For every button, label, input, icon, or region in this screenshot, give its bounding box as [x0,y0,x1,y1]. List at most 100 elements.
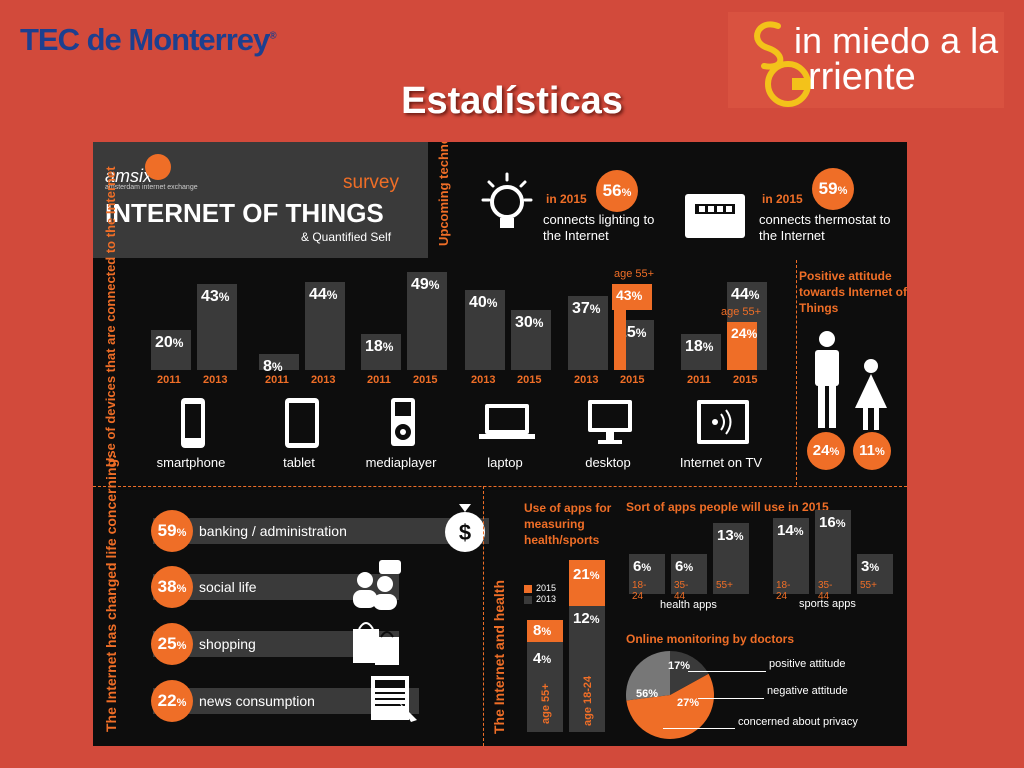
device-extra-label: age 55+ [614,268,655,280]
sports-app-value: 3% [861,558,880,575]
age1824-2013-bar [569,606,605,732]
age55-2013-bar [527,642,563,732]
health-label: The Internet and health [491,579,507,734]
age55-2015-bar [527,620,563,642]
device-bar-1 [568,296,608,370]
device-value-age55: 24% [731,325,758,341]
life-item-pct-badge: 25% [151,623,193,665]
privacy-leader [663,728,735,729]
title-panel: amsix amsterdam internet exchange survey… [93,142,428,258]
section-divider [93,486,907,487]
device-bar-1 [361,334,401,370]
device-year-2: 2015 [517,374,542,386]
thermostat-icon [685,194,745,238]
privacy-label: concerned about privacy [738,716,858,728]
health-app-value: 6% [675,557,694,575]
device-name: desktop [585,455,631,470]
health-divider [483,486,484,746]
iot-infographic: amsix amsterdam internet exchange survey… [93,142,907,746]
age1824-label: age 18-24 [582,675,594,726]
thermostat-text: connects thermostat to the Internet [759,212,891,243]
desktop-icon [588,400,632,444]
device-year-2: 2015 [413,374,438,386]
sin-miedo-logo: in miedo a la rriente [728,12,1004,108]
monitoring-label: Online monitoring by doctors [626,632,794,646]
age55-label: age 55+ [540,683,552,724]
positive-attitude-label: positive attitude [769,658,846,670]
infographic-subtitle: & Quantified Self [301,230,392,244]
sort-apps-label: Sort of apps people will use in 2015 [626,500,829,514]
newspaper-icon [371,676,417,722]
health-app-bar [671,553,707,594]
device-value-2: 43% [201,288,230,305]
health-app-bar [713,522,749,594]
device-bar-2 [407,272,447,370]
lightbulb-icon [481,172,533,228]
plug-swirl-icon [754,21,814,107]
people-chat-icon [353,560,401,610]
male-pct-badge: 24% [807,432,845,470]
attitude-divider [796,260,797,485]
device-bar-1 [259,354,299,370]
laptop-icon [479,404,535,439]
positive-leader [688,671,766,672]
device-value-2: 44% [731,286,760,303]
device-value-1: 18% [365,338,394,355]
monitoring-pie [626,651,714,739]
female-pct-badge: 11% [853,432,891,470]
female-figure-icon [855,359,887,430]
device-value-1: 37% [572,300,601,317]
device-year-1: 2013 [471,374,496,386]
negative-attitude-label: negative attitude [767,685,848,697]
device-year-1: 2011 [367,374,391,386]
money-bag-icon: $ [445,504,485,552]
slide-title: Estadísticas [401,80,623,122]
device-name: mediaplayer [365,455,437,470]
pie-privacy-pct: 56% [636,688,659,700]
device-bar-1 [465,290,505,370]
sports-app-value: 16% [819,513,846,531]
brand-line-1: in miedo a la [794,20,999,61]
amsix-x-icon [145,154,171,180]
device-value-2: 30% [515,314,544,331]
life-item-bar: banking / administration [153,518,489,544]
mediaplayer-icon [391,398,415,446]
lighting-year: in 2015 [546,192,587,206]
life-item-pct-badge: 22% [151,680,193,722]
device-year-1: 2011 [157,374,181,386]
life-item-pct-badge: 59% [151,510,193,552]
device-bar-2 [305,282,345,370]
health-app-age: 18-24 [632,580,647,602]
device-year-2: 2015 [733,374,758,386]
sports-app-age: 18-24 [776,580,791,602]
device-value-1: 20% [155,334,184,351]
legend-2015-swatch [524,585,532,593]
device-value-2: 49% [411,276,440,293]
health-apps-label: health apps [660,599,717,611]
age1824-2013-value: 12% [573,610,600,627]
health-app-value: 6% [633,557,652,575]
device-name: Internet on TV [679,455,763,470]
pie-negative-pct: 27% [677,697,700,709]
age1824-2015-value: 21% [573,566,600,583]
device-year-2: 2013 [311,374,336,386]
device-value-2: 44% [309,286,338,303]
device-year-1: 2011 [687,374,711,386]
device-bar-age55-head [727,322,757,370]
tablet-icon [285,398,319,448]
device-name: smartphone [156,455,226,470]
sports-app-bar [857,554,893,594]
sports-app-value: 14% [777,522,804,540]
device-name: tablet [283,455,315,470]
brand-line-2: rriente [808,56,916,98]
life-label: The Internet has changed life concerning… [103,454,119,732]
device-bar-age55-head [612,284,652,310]
pie-slice-privacy [626,673,714,739]
device-bar-1 [681,334,721,370]
tec-monterrey-logo: TEC de Monterrey® [20,22,277,57]
smartphone-icon [181,398,205,448]
age1824-2015-bar [569,560,605,606]
legend-2013-swatch [524,596,532,604]
device-value-1: 8% [263,358,283,375]
health-app-age: 55+ [716,580,733,591]
